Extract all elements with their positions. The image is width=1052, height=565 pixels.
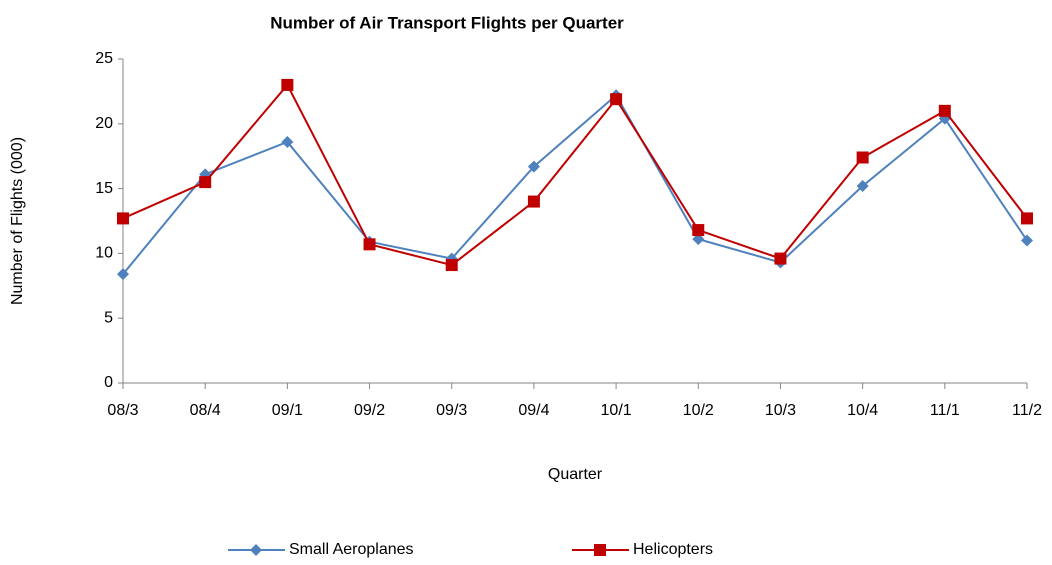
x-tick-label: 09/1 — [272, 402, 303, 419]
marker — [692, 224, 705, 237]
marker — [856, 180, 869, 193]
x-tick-label: 09/3 — [436, 402, 467, 419]
marker — [363, 238, 376, 251]
marker — [281, 78, 294, 91]
marker — [199, 176, 212, 189]
legend-label: Small Aeroplanes — [289, 541, 414, 558]
x-tick-label: 10/4 — [847, 402, 878, 419]
marker — [856, 151, 869, 164]
x-tick-label: 08/3 — [107, 402, 138, 419]
marker — [445, 259, 458, 272]
marker — [250, 544, 262, 556]
marker — [774, 252, 787, 265]
series-line — [122, 93, 1028, 275]
y-tick-label: 15 — [95, 180, 113, 197]
marker — [1021, 212, 1033, 225]
y-tick-label: 20 — [95, 115, 113, 132]
marker — [610, 93, 623, 106]
y-tick-label: 0 — [104, 374, 113, 391]
marker — [1021, 234, 1033, 247]
series-line — [122, 83, 1028, 267]
marker — [692, 233, 705, 246]
x-tick-label: 11/2 — [1012, 402, 1042, 419]
marker — [594, 544, 606, 556]
y-tick-label: 5 — [104, 309, 113, 326]
y-tick-label: 10 — [95, 245, 113, 262]
legend-label: Helicopters — [633, 541, 713, 558]
marker — [117, 268, 129, 281]
x-tick-label: 10/2 — [683, 402, 714, 419]
x-tick-label: 08/4 — [190, 402, 221, 419]
marker — [117, 212, 129, 225]
x-tick-label: 09/4 — [518, 402, 549, 419]
marker — [281, 135, 294, 148]
marker — [527, 195, 540, 208]
chart-title: Number of Air Transport Flights per Quar… — [270, 13, 624, 32]
y-axis-label: Number of Flights (000) — [9, 137, 26, 305]
marker — [938, 104, 951, 117]
x-tick-label: 10/1 — [601, 402, 632, 419]
x-tick-label: 09/2 — [354, 402, 385, 419]
x-tick-label: 10/3 — [765, 402, 796, 419]
marker — [527, 160, 540, 173]
x-axis-label: Quarter — [548, 466, 603, 483]
x-tick-label: 11/1 — [930, 402, 960, 419]
y-tick-label: 25 — [95, 50, 113, 67]
